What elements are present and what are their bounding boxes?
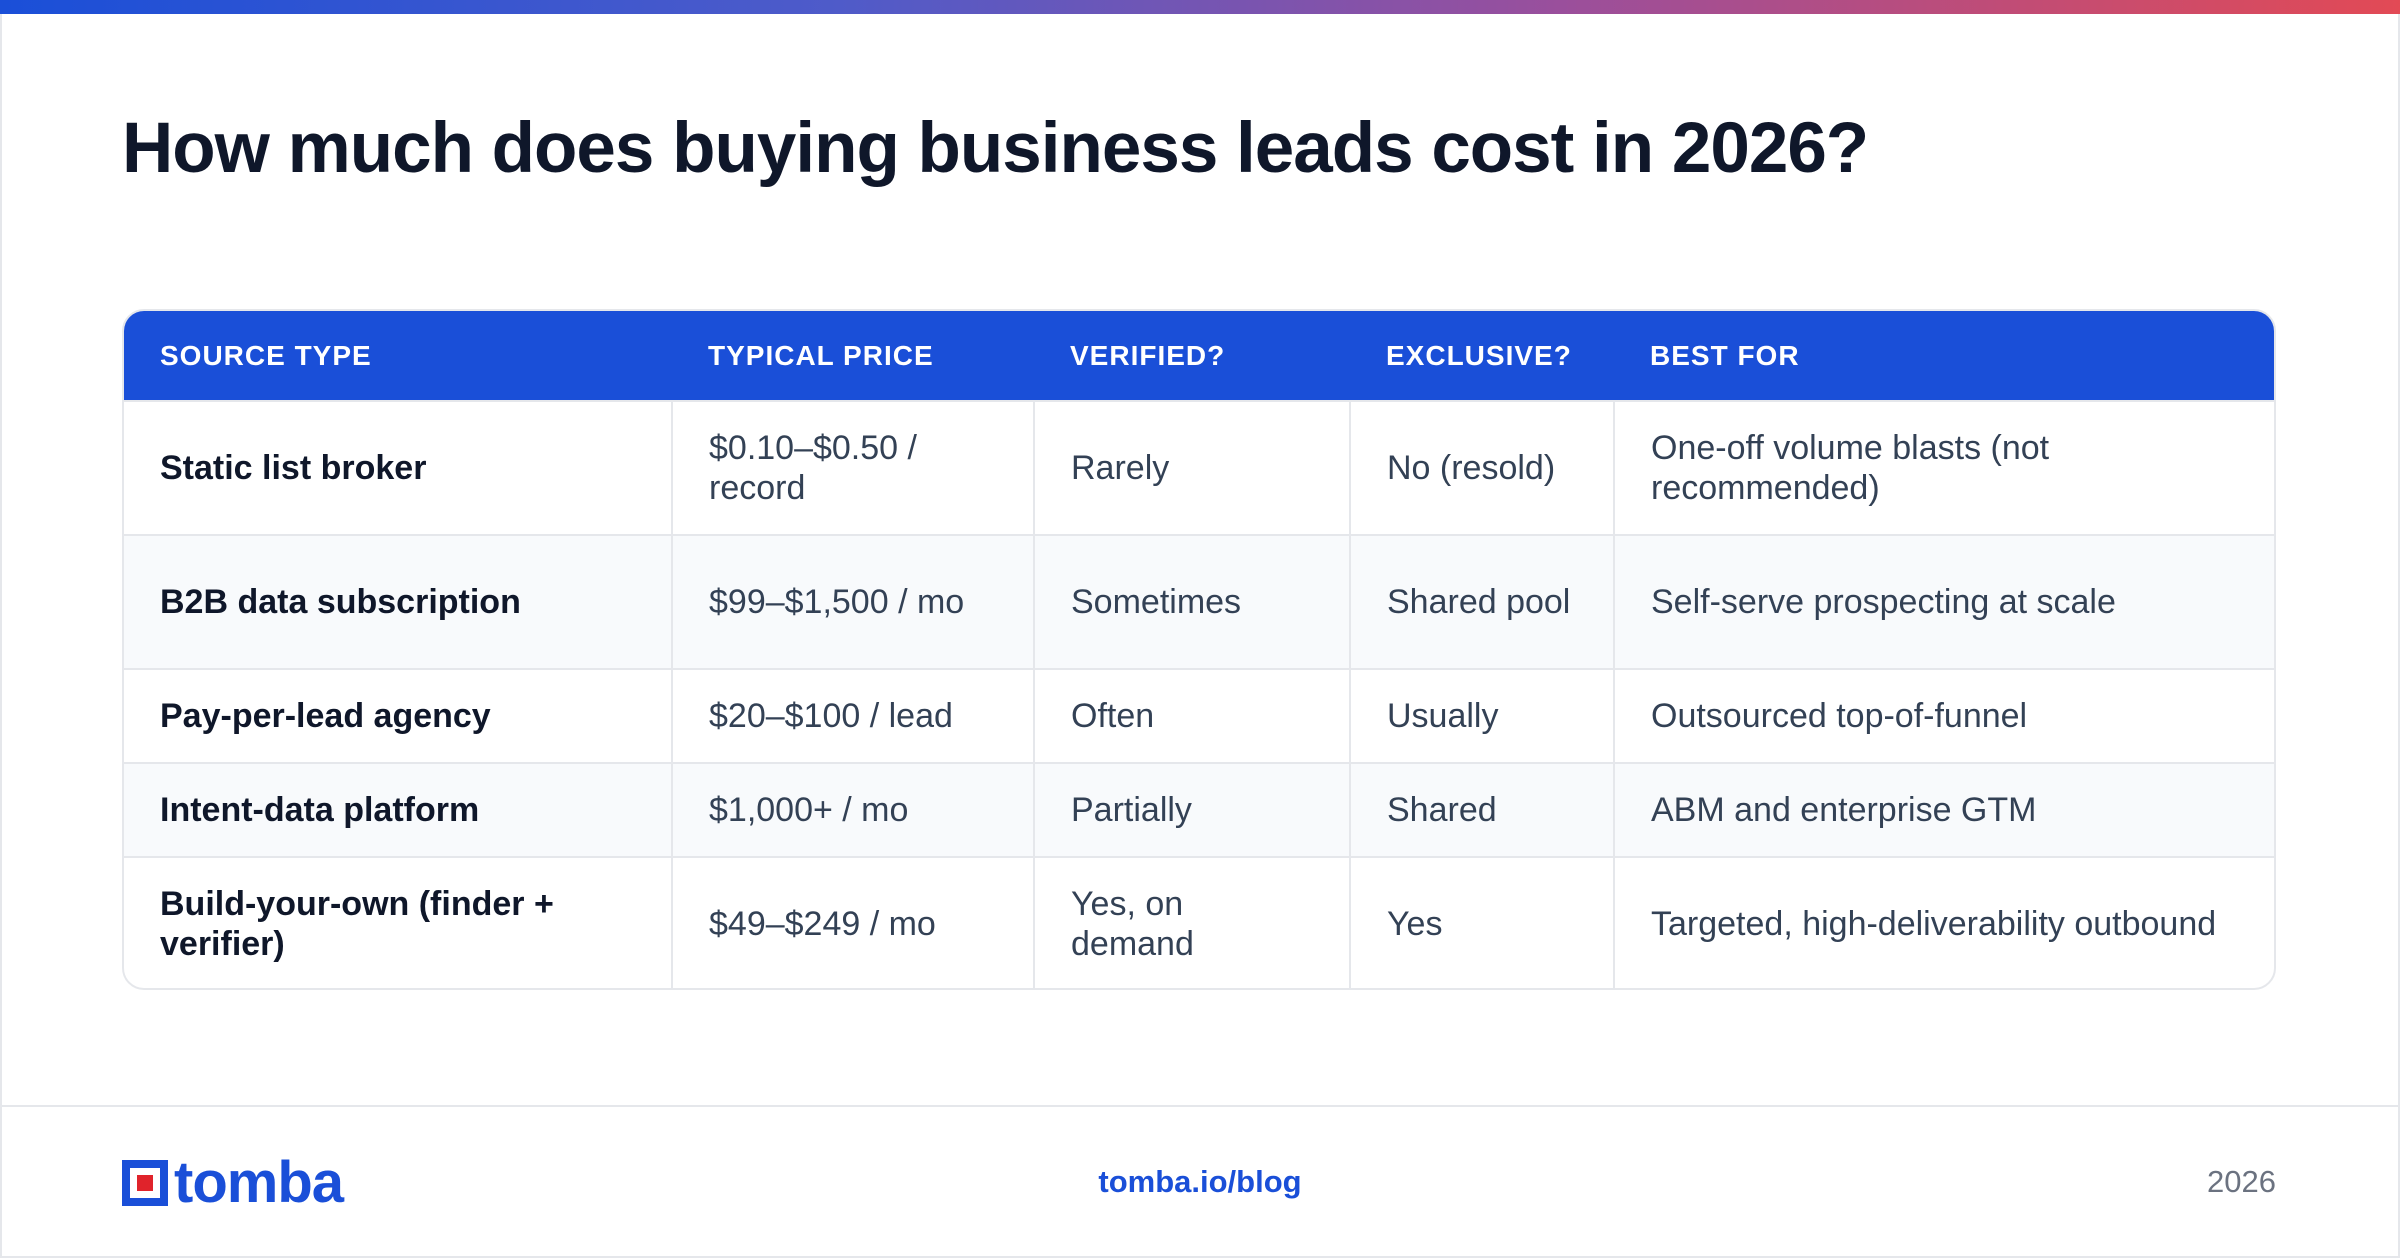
cell-source: Build-your-own (finder + verifier)	[124, 856, 673, 988]
table-row: Pay-per-lead agency $20–$100 / lead Ofte…	[124, 668, 2274, 763]
cell-best-for: One-off volume blasts (not recommended)	[1614, 400, 2274, 535]
page-title: How much does buying business leads cost…	[122, 109, 1869, 188]
cell-verified: Partially	[1034, 762, 1351, 857]
pricing-table: SOURCE TYPE TYPICAL PRICE VERIFIED? EXCL…	[122, 309, 2276, 990]
cell-best-for: ABM and enterprise GTM	[1614, 762, 2274, 857]
footer-year: 2026	[2207, 1164, 2276, 1199]
cell-exclusive: No (resold)	[1350, 400, 1615, 535]
header-source-type: SOURCE TYPE	[160, 339, 372, 371]
cell-source: B2B data subscription	[124, 534, 673, 669]
top-gradient-bar	[0, 0, 2400, 14]
cell-exclusive: Shared pool	[1350, 534, 1615, 669]
cell-price: $99–$1,500 / mo	[672, 534, 1035, 669]
cell-exclusive: Yes	[1350, 856, 1615, 988]
cell-source: Pay-per-lead agency	[124, 668, 673, 763]
cell-exclusive: Shared	[1350, 762, 1615, 857]
table-header-row: SOURCE TYPE TYPICAL PRICE VERIFIED? EXCL…	[124, 311, 2274, 401]
header-best-for: BEST FOR	[1650, 339, 1800, 371]
cell-verified: Rarely	[1034, 400, 1351, 535]
header-typical-price: TYPICAL PRICE	[708, 339, 934, 371]
blog-link[interactable]: tomba.io/blog	[1098, 1164, 1302, 1199]
cell-price: $1,000+ / mo	[672, 762, 1035, 857]
footer-divider	[0, 1105, 2400, 1107]
cell-price: $20–$100 / lead	[672, 668, 1035, 763]
cell-verified: Yes, on demand	[1034, 856, 1351, 988]
cell-price: $0.10–$0.50 / record	[672, 400, 1035, 535]
cell-price: $49–$249 / mo	[672, 856, 1035, 988]
cell-verified: Sometimes	[1034, 534, 1351, 669]
cell-best-for: Self-serve prospecting at scale	[1614, 534, 2274, 669]
header-exclusive: EXCLUSIVE?	[1386, 339, 1572, 371]
tomba-logo: tomba	[122, 1150, 344, 1215]
table-row: Static list broker $0.10–$0.50 / record …	[124, 400, 2274, 535]
table-row: Build-your-own (finder + verifier) $49–$…	[124, 856, 2274, 988]
header-verified: VERIFIED?	[1070, 339, 1226, 371]
cell-verified: Often	[1034, 668, 1351, 763]
cell-best-for: Outsourced top-of-funnel	[1614, 668, 2274, 763]
tomba-logo-icon	[122, 1160, 168, 1206]
cell-exclusive: Usually	[1350, 668, 1615, 763]
table-row: Intent-data platform $1,000+ / mo Partia…	[124, 762, 2274, 857]
logo-wordmark: tomba	[174, 1150, 344, 1215]
cell-best-for: Targeted, high-deliverability outbound	[1614, 856, 2274, 988]
cell-source: Static list broker	[124, 400, 673, 535]
cell-source: Intent-data platform	[124, 762, 673, 857]
table-row: B2B data subscription $99–$1,500 / mo So…	[124, 534, 2274, 669]
